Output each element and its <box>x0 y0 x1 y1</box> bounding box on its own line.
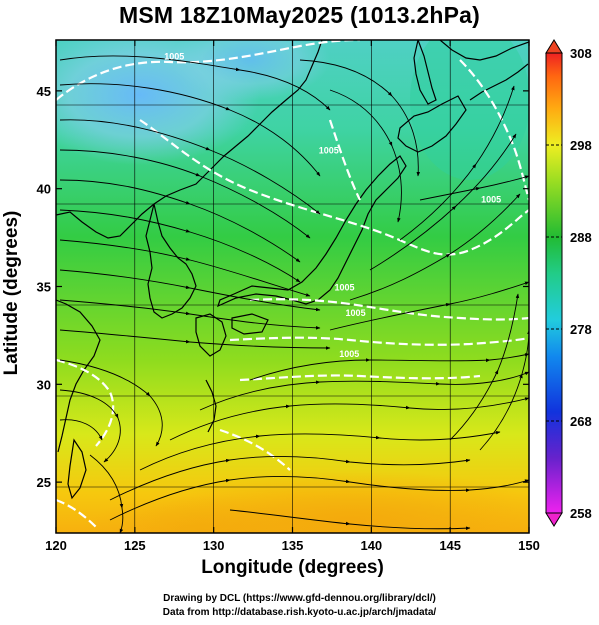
x-tick-label: 120 <box>45 538 67 553</box>
isobar-label: 1005 <box>346 308 366 318</box>
credit-drawing: Drawing by DCL (https://www.gfd-dennou.o… <box>163 593 436 604</box>
colorbar-tick-label: 288 <box>570 230 592 245</box>
colorbar-ramp <box>545 52 563 514</box>
isobar-label: 1005 <box>164 52 184 62</box>
x-tick-label: 135 <box>282 538 304 553</box>
y-axis-label: Latitude (degrees) <box>1 210 22 376</box>
x-tick-label: 150 <box>518 538 540 553</box>
isobar-label: 1005 <box>319 145 339 155</box>
colorbar-ticks: 258 268 278 288 298 308 <box>546 46 592 521</box>
x-tick-label: 140 <box>360 538 382 553</box>
isobar-labels: 1005 1005 1005 1005 1005 1005 <box>164 52 501 359</box>
map-title: MSM 18Z10May2025 (1013.2hPa) <box>118 2 480 28</box>
colorbar-max-arrow <box>545 39 563 54</box>
y-tick-label: 35 <box>37 280 51 295</box>
x-axis-label: Longitude (degrees) <box>201 557 384 578</box>
isobar-label: 1005 <box>335 282 355 292</box>
colorbar-tick-label: 278 <box>570 322 592 337</box>
y-tick-label: 30 <box>37 377 51 392</box>
y-tick-label: 40 <box>37 182 51 197</box>
isobar-label: 1005 <box>481 194 501 204</box>
colorbar-tick-label: 308 <box>570 46 592 61</box>
wind-streamlines <box>59 55 529 533</box>
colorbar-min-arrow <box>545 512 563 527</box>
x-tick-label: 145 <box>439 538 461 553</box>
x-tick-label: 130 <box>203 538 225 553</box>
y-tick-label: 45 <box>37 84 51 99</box>
colorbar-tick-label: 268 <box>570 414 592 429</box>
x-axis: 120 125 130 135 140 145 150 <box>45 40 540 553</box>
y-tick-label: 25 <box>37 475 51 490</box>
credit-data: Data from http://database.rish.kyoto-u.a… <box>162 607 437 618</box>
x-tick-label: 125 <box>124 538 146 553</box>
colorbar: 258 268 278 288 298 308 <box>545 39 592 527</box>
colorbar-tick-label: 298 <box>570 138 592 153</box>
y-axis: 25 30 35 40 45 <box>37 84 529 490</box>
colorbar-tick-label: 258 <box>570 506 592 521</box>
isobar-label: 1005 <box>339 349 359 359</box>
